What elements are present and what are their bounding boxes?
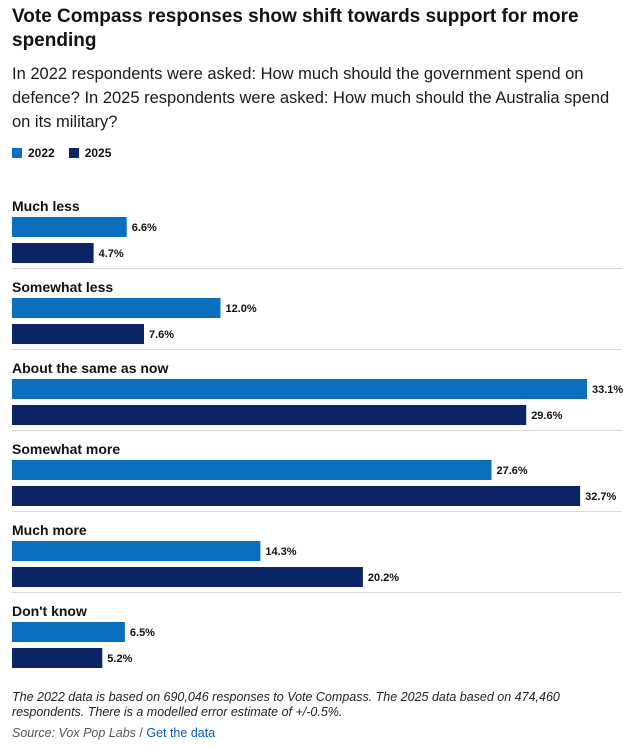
legend-label-2022: 2022 (28, 146, 55, 160)
value-label-much-more-2025: 20.2% (368, 572, 399, 584)
value-label-somewhat-more-2025: 32.7% (585, 491, 616, 503)
source-separator: / (135, 726, 147, 740)
value-label-much-more-2022: 14.3% (265, 546, 296, 558)
bar-chart: Much less 6.6% 4.7% Somewhat less 12.0% 7.6% A… (12, 198, 623, 668)
source-line: Source: Vox Pop Labs / Get the data (12, 726, 215, 741)
bar-somewhat-less-2025 (12, 324, 144, 344)
chart-title: Vote Compass responses show shift toward… (12, 6, 579, 51)
footnote: The 2022 data is based on 690,046 respon… (12, 690, 560, 719)
category-label-much-more: Much more (12, 522, 87, 538)
legend-item-2022: 2022 (12, 146, 55, 160)
value-label-about-the-same-as-now-2022: 33.1% (592, 384, 623, 396)
bar-don-t-know-2022 (12, 622, 125, 642)
legend-item-2025: 2025 (68, 146, 112, 160)
bar-somewhat-more-2022 (12, 460, 492, 480)
legend-swatch-2025 (68, 148, 79, 158)
get-the-data-link[interactable]: Get the data (146, 726, 216, 740)
category-label-somewhat-more: Somewhat more (12, 441, 120, 457)
bar-about-the-same-as-now-2025 (12, 405, 527, 425)
bar-much-more-2025 (12, 567, 363, 587)
source-text: Source: Vox Pop Labs (12, 726, 136, 740)
bar-somewhat-less-2022 (12, 298, 221, 318)
category-label-don-t-know: Don't know (12, 603, 87, 619)
bar-about-the-same-as-now-2022 (12, 379, 587, 399)
value-label-about-the-same-as-now-2025: 29.6% (531, 410, 562, 422)
bar-much-less-2022 (12, 217, 127, 237)
value-label-somewhat-less-2022: 12.0% (226, 303, 257, 315)
legend-swatch-2022 (12, 148, 22, 158)
legend-label-2025: 2025 (84, 146, 112, 160)
category-label-about-the-same-as-now: About the same as now (12, 360, 168, 376)
value-label-don-t-know-2025: 5.2% (107, 653, 132, 665)
value-label-don-t-know-2022: 6.5% (130, 627, 155, 639)
value-label-somewhat-less-2025: 7.6% (149, 329, 174, 341)
bar-don-t-know-2025 (12, 648, 103, 668)
category-label-somewhat-less: Somewhat less (12, 279, 113, 295)
bar-much-more-2022 (12, 541, 261, 561)
bar-much-less-2025 (12, 243, 94, 263)
bar-somewhat-more-2025 (12, 486, 581, 506)
value-label-much-less-2022: 6.6% (132, 222, 157, 234)
legend: 2022 2025 (12, 146, 125, 160)
category-label-much-less: Much less (12, 198, 80, 214)
value-label-much-less-2025: 4.7% (99, 248, 124, 260)
chart-subtitle: In 2022 respondents were asked: How much… (12, 65, 610, 131)
value-label-somewhat-more-2022: 27.6% (497, 465, 528, 477)
